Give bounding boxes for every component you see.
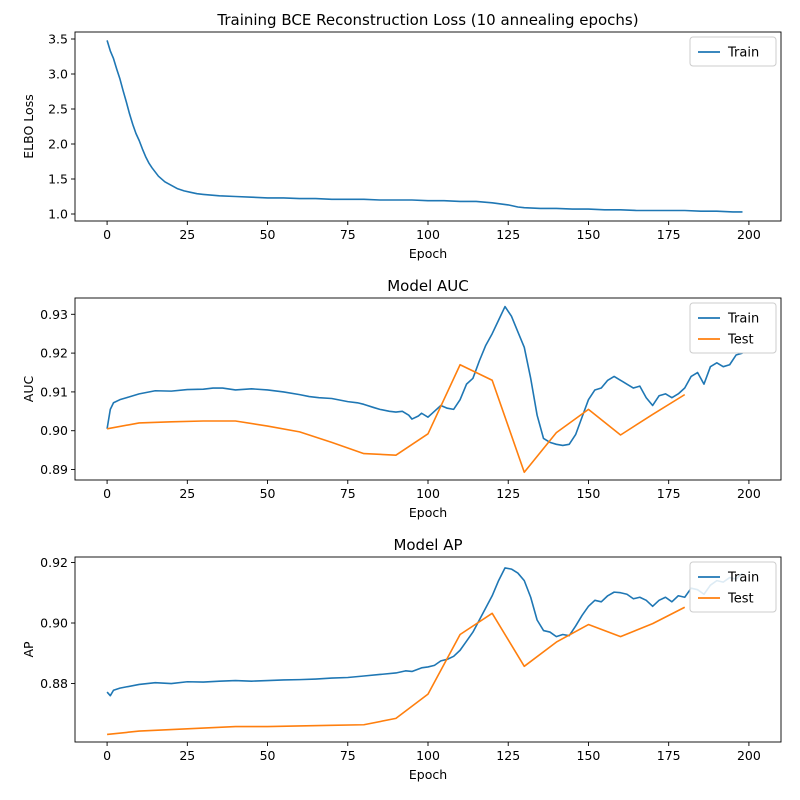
- x-tick-label: 200: [737, 748, 761, 763]
- x-tick-label: 25: [179, 227, 195, 242]
- chart-2: 0 25 50 75 100 125 150 175 200 0.89 0.90 0.91 0.92 0.…: [21, 277, 782, 520]
- x-tick-label: 100: [416, 748, 440, 763]
- y-axis-label: ELBO Loss: [21, 94, 36, 158]
- legend-box: [689, 302, 777, 354]
- y-tick-label: 0.90: [40, 423, 68, 438]
- chart-title: Training BCE Reconstruction Loss (10 ann…: [216, 11, 638, 29]
- y-tick-label: 2.0: [48, 137, 68, 152]
- x-tick-label: 150: [577, 486, 601, 501]
- x-tick-label: 50: [260, 486, 276, 501]
- legend: Train Test: [689, 561, 777, 613]
- y-tick-label: 1.5: [48, 172, 68, 187]
- x-tick-label: 175: [657, 227, 681, 242]
- legend-label-test: Test: [727, 333, 754, 348]
- chart-title: Model AUC: [387, 277, 469, 295]
- y-axis-label: AUC: [21, 376, 36, 403]
- legend-box: [689, 561, 777, 613]
- x-tick-label: 175: [657, 486, 681, 501]
- y-tick-label: 2.5: [48, 102, 68, 117]
- x-tick-label: 75: [340, 748, 356, 763]
- series-line-train: [106, 305, 743, 447]
- x-tick-label: 100: [416, 227, 440, 242]
- x-tick-label: 25: [179, 486, 195, 501]
- y-tick-label: 0.93: [40, 307, 68, 322]
- plot-frame: [74, 556, 782, 743]
- legend-box: [689, 36, 777, 67]
- x-tick-label: 75: [340, 227, 356, 242]
- legend-label-train: Train: [727, 312, 759, 327]
- y-tick-label: 0.91: [40, 384, 68, 399]
- x-tick-label: 150: [577, 227, 601, 242]
- x-tick-label: 175: [657, 748, 681, 763]
- y-axis-label: AP: [21, 641, 36, 658]
- y-tick-label: 3.5: [48, 32, 68, 47]
- x-tick-label: 125: [496, 486, 520, 501]
- legend: Train Test: [689, 302, 777, 354]
- x-tick-label: 50: [260, 748, 276, 763]
- x-tick-label: 50: [260, 227, 276, 242]
- y-tick-label: 3.0: [48, 67, 68, 82]
- x-tick-label: 200: [737, 227, 761, 242]
- legend-label-train: Train: [727, 571, 759, 586]
- x-tick-label: 25: [179, 748, 195, 763]
- x-tick-label: 125: [496, 227, 520, 242]
- x-tick-label: 75: [340, 486, 356, 501]
- series-line-train: [106, 40, 743, 213]
- chart-title: Model AP: [393, 536, 462, 554]
- legend: Train: [689, 36, 777, 67]
- x-tick-label: 100: [416, 486, 440, 501]
- legend-label-train: Train: [727, 46, 759, 61]
- y-tick-label: 1.0: [48, 207, 68, 222]
- y-tick-label: 0.92: [40, 555, 68, 570]
- y-tick-label: 0.90: [40, 616, 68, 631]
- plot-frame: [74, 297, 782, 481]
- y-tick-label: 0.88: [40, 676, 68, 691]
- x-tick-label: 125: [496, 748, 520, 763]
- x-tick-label: 0: [103, 748, 111, 763]
- series-line-train: [106, 567, 744, 697]
- plot-frame: [74, 31, 782, 222]
- series-line-test: [107, 606, 686, 736]
- y-tick-label: 0.89: [40, 462, 68, 477]
- legend-label-test: Test: [727, 592, 754, 607]
- x-tick-label: 200: [737, 486, 761, 501]
- y-tick-label: 0.92: [40, 346, 68, 361]
- chart-3: 0 25 50 75 100 125 150 175 200 0.88 0.90 0.92 Model …: [21, 536, 782, 782]
- chart-1: 0 25 50 75 100 125 150 175 200 1.0 1.5 2.0 2.5 3.0 3.5…: [21, 11, 782, 261]
- x-axis-label: Epoch: [409, 246, 447, 261]
- x-tick-label: 150: [577, 748, 601, 763]
- series-line-test: [106, 363, 686, 474]
- x-tick-label: 0: [103, 227, 111, 242]
- x-axis-label: Epoch: [409, 505, 447, 520]
- x-axis-label: Epoch: [409, 767, 447, 782]
- x-tick-label: 0: [103, 486, 111, 501]
